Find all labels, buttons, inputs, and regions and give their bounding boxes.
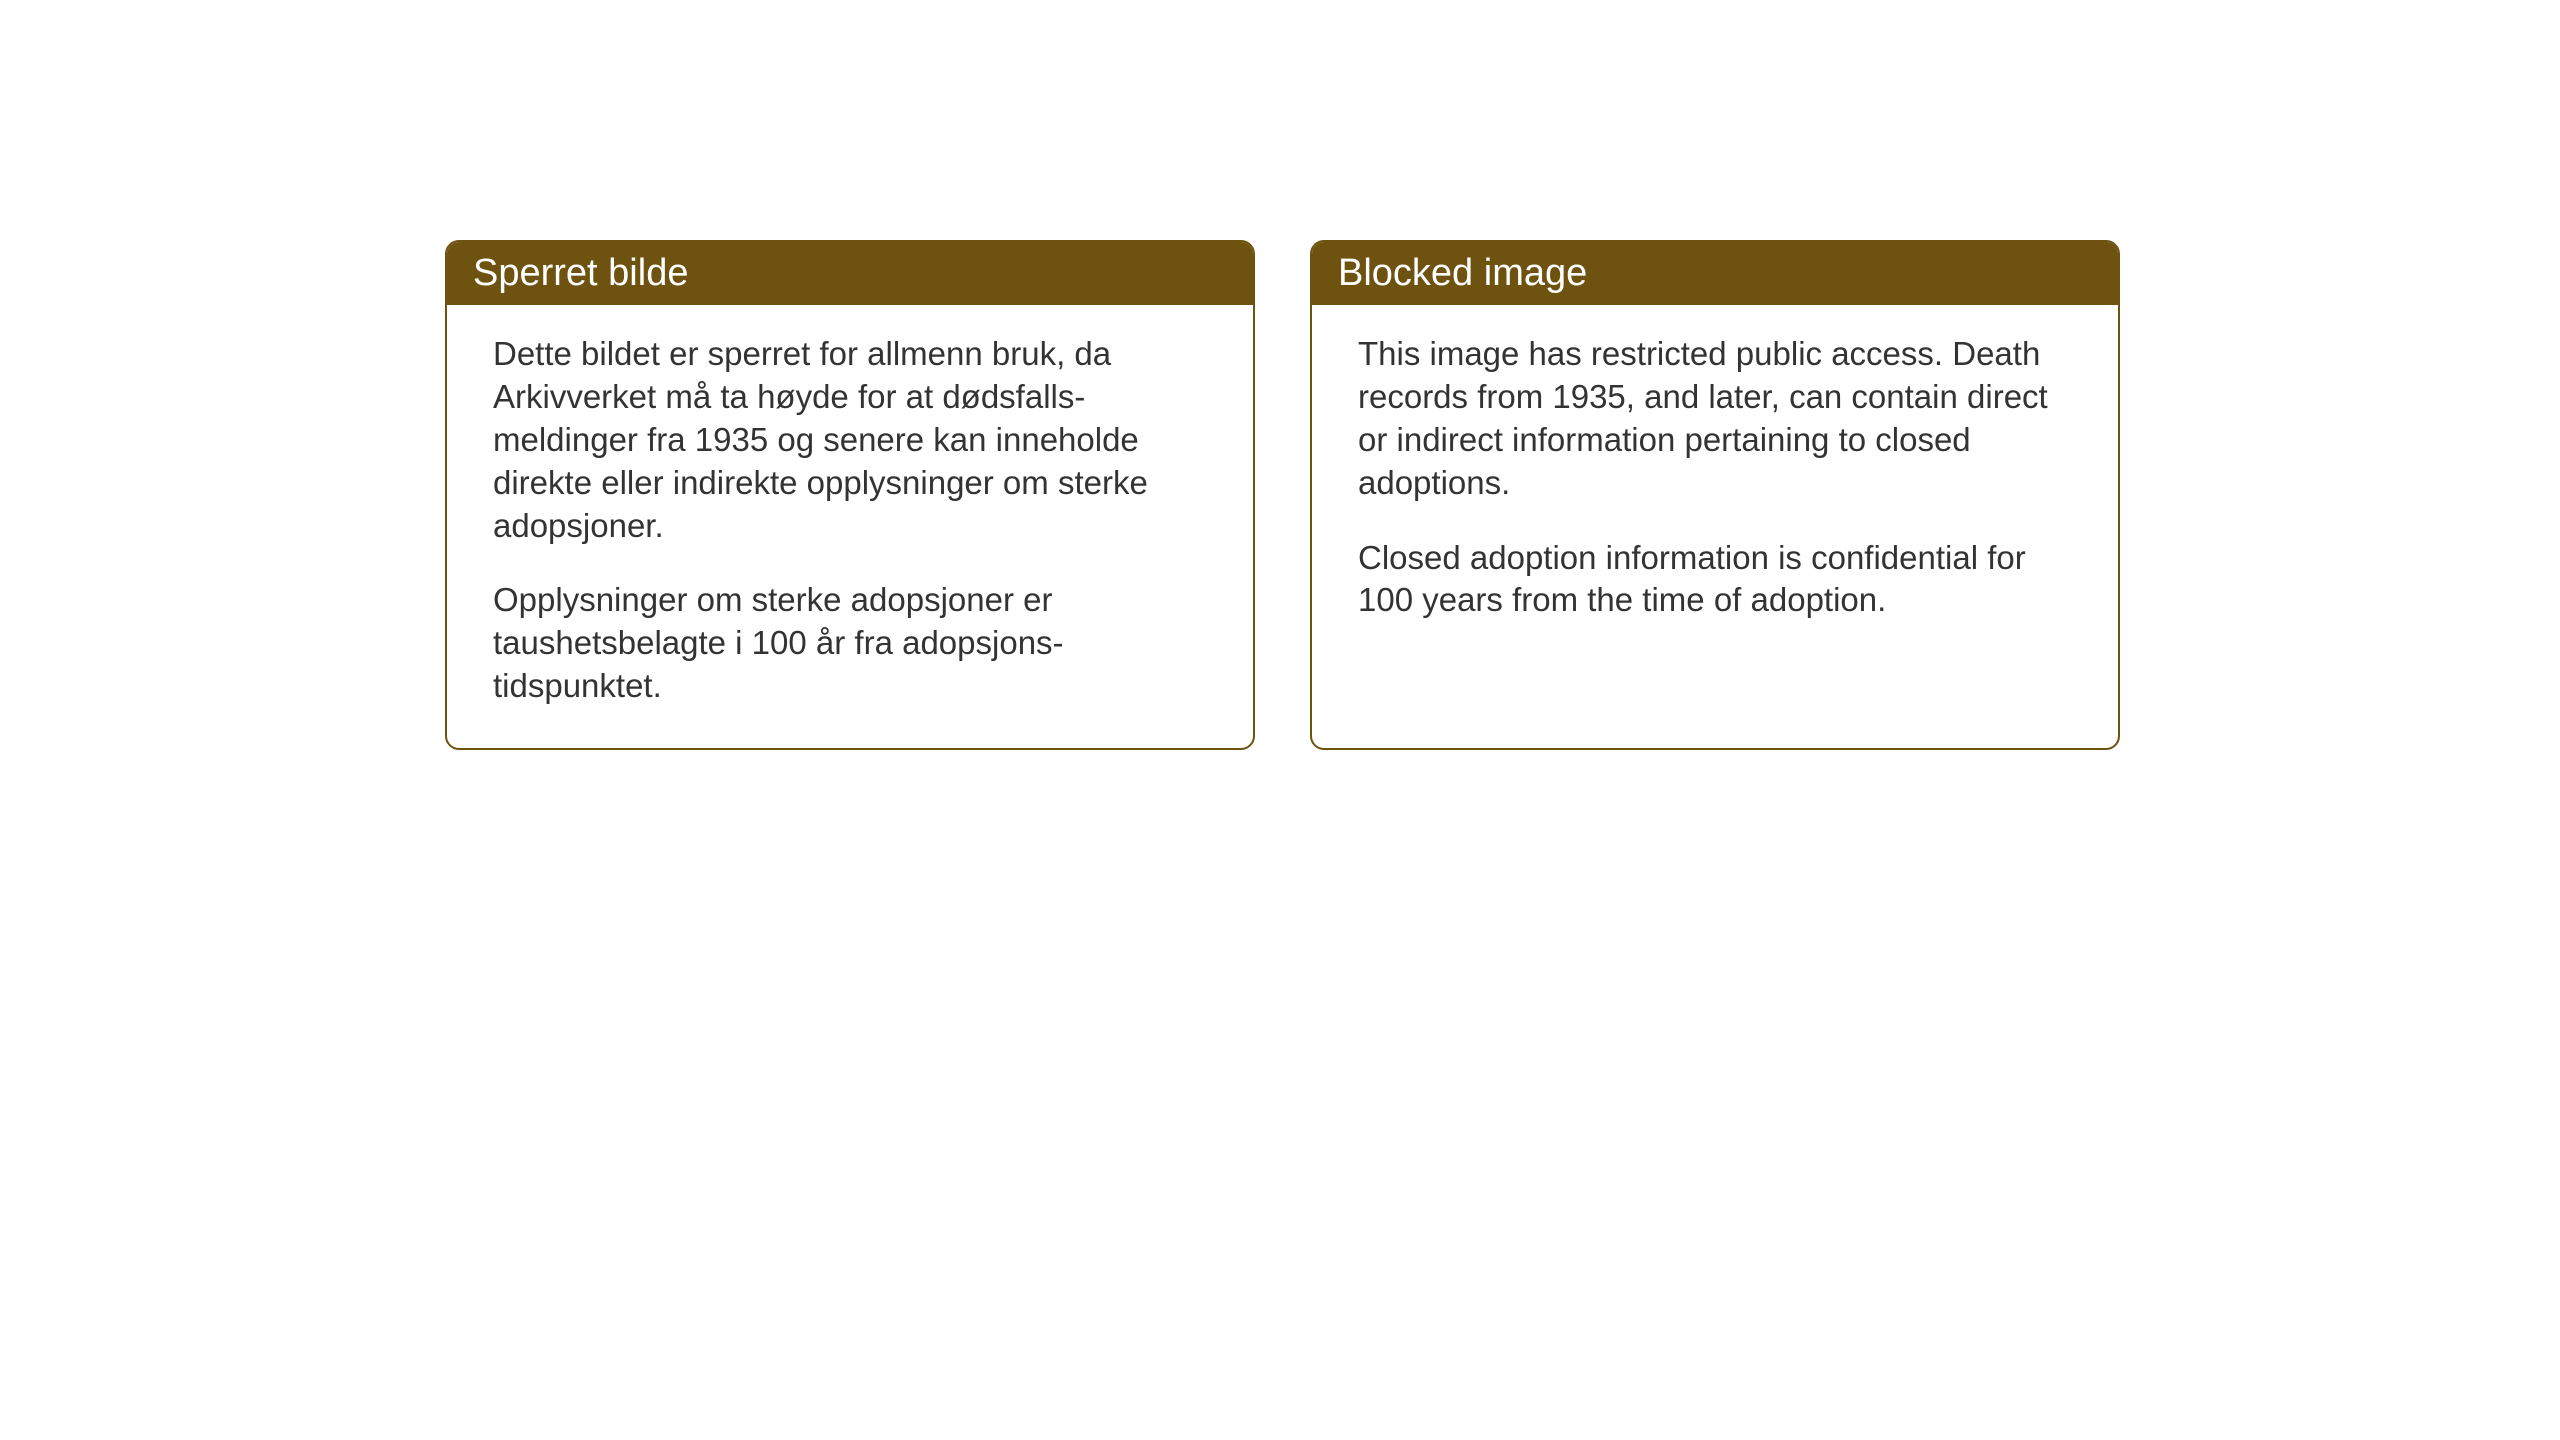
- notice-card-norwegian: Sperret bilde Dette bildet er sperret fo…: [445, 240, 1255, 750]
- notice-paragraph: Opplysninger om sterke adopsjoner er tau…: [493, 579, 1207, 708]
- notice-body-norwegian: Dette bildet er sperret for allmenn bruk…: [447, 305, 1253, 748]
- notice-header-norwegian: Sperret bilde: [447, 242, 1253, 305]
- notice-card-english: Blocked image This image has restricted …: [1310, 240, 2120, 750]
- notice-paragraph: Closed adoption information is confident…: [1358, 537, 2072, 623]
- notice-body-english: This image has restricted public access.…: [1312, 305, 2118, 725]
- notice-paragraph: Dette bildet er sperret for allmenn bruk…: [493, 333, 1207, 547]
- notice-container: Sperret bilde Dette bildet er sperret fo…: [445, 240, 2120, 750]
- notice-paragraph: This image has restricted public access.…: [1358, 333, 2072, 505]
- notice-header-english: Blocked image: [1312, 242, 2118, 305]
